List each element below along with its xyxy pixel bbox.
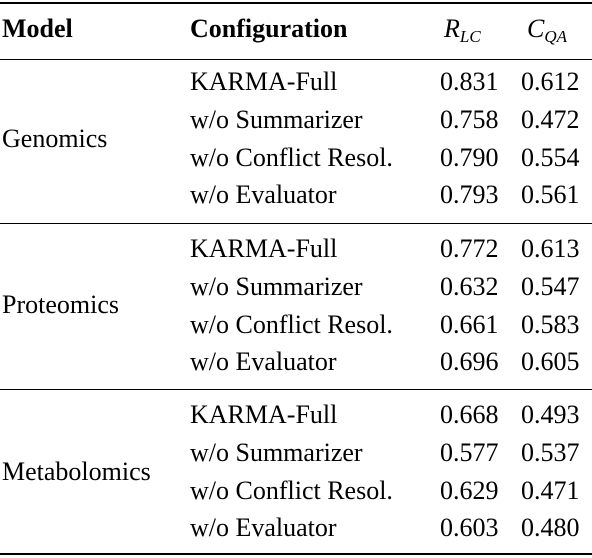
header-r-lc: RLC bbox=[444, 14, 481, 46]
row-r-lc: 0.629 bbox=[440, 476, 499, 505]
row-config: w/o Summarizer bbox=[190, 105, 363, 134]
row-config: w/o Summarizer bbox=[190, 272, 363, 301]
row-r-lc: 0.696 bbox=[440, 347, 499, 376]
row-r-lc: 0.772 bbox=[440, 234, 499, 263]
row-c-qa: 0.561 bbox=[521, 180, 580, 209]
row-r-lc: 0.603 bbox=[440, 513, 499, 542]
row-c-qa: 0.613 bbox=[521, 234, 580, 263]
row-c-qa: 0.480 bbox=[521, 513, 580, 542]
header-model: Model bbox=[2, 14, 73, 43]
row-config: KARMA-Full bbox=[190, 67, 338, 96]
row-r-lc: 0.831 bbox=[440, 67, 499, 96]
row-c-qa: 0.547 bbox=[521, 272, 580, 301]
row-r-lc: 0.632 bbox=[440, 272, 499, 301]
row-r-lc: 0.758 bbox=[440, 105, 499, 134]
header-rule bbox=[0, 59, 592, 60]
row-c-qa: 0.493 bbox=[521, 400, 580, 429]
row-r-lc: 0.793 bbox=[440, 180, 499, 209]
row-config: w/o Summarizer bbox=[190, 438, 363, 467]
row-c-qa: 0.471 bbox=[521, 476, 580, 505]
row-config: KARMA-Full bbox=[190, 400, 338, 429]
row-c-qa: 0.537 bbox=[521, 438, 580, 467]
row-config: KARMA-Full bbox=[190, 234, 338, 263]
row-config: w/o Conflict Resol. bbox=[190, 310, 393, 339]
group-model-proteomics: Proteomics bbox=[2, 290, 119, 319]
row-c-qa: 0.554 bbox=[521, 143, 580, 172]
header-c-qa: CQA bbox=[527, 14, 568, 46]
row-config: w/o Conflict Resol. bbox=[190, 476, 393, 505]
row-r-lc: 0.661 bbox=[440, 310, 499, 339]
row-config: w/o Evaluator bbox=[190, 180, 337, 209]
bottom-rule bbox=[0, 553, 592, 555]
group-rule bbox=[0, 389, 592, 390]
top-rule bbox=[0, 2, 592, 4]
group-rule bbox=[0, 223, 592, 224]
row-r-lc: 0.668 bbox=[440, 400, 499, 429]
row-r-lc: 0.790 bbox=[440, 143, 499, 172]
row-c-qa: 0.612 bbox=[521, 67, 580, 96]
row-config: w/o Evaluator bbox=[190, 347, 337, 376]
row-c-qa: 0.583 bbox=[521, 310, 580, 339]
group-model-metabolomics: Metabolomics bbox=[2, 457, 151, 486]
group-model-genomics: Genomics bbox=[2, 124, 108, 153]
row-r-lc: 0.577 bbox=[440, 438, 499, 467]
row-config: w/o Evaluator bbox=[190, 513, 337, 542]
row-config: w/o Conflict Resol. bbox=[190, 143, 393, 172]
header-configuration: Configuration bbox=[190, 14, 348, 43]
row-c-qa: 0.605 bbox=[521, 347, 580, 376]
row-c-qa: 0.472 bbox=[521, 105, 580, 134]
